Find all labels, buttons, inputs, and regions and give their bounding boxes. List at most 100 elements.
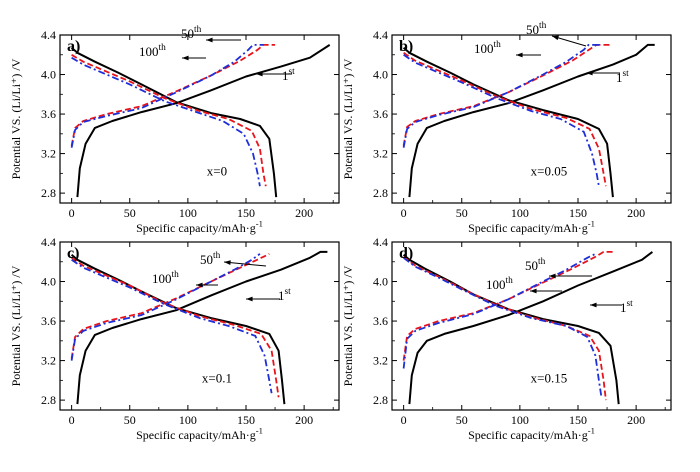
annotation-arrowhead <box>182 55 189 61</box>
x-tick-label: 150 <box>237 206 255 220</box>
panel-label: b) <box>399 38 413 55</box>
x-tick-label: 200 <box>295 413 313 427</box>
annotation-arrowhead <box>196 282 203 288</box>
y-tick-label: 3.6 <box>373 107 388 121</box>
series-100th-charge <box>70 44 264 148</box>
series-100th-discharge <box>403 257 603 397</box>
x-axis-label: Specific capacity/mAh·g-1 <box>136 219 263 235</box>
series-50th-discharge <box>71 54 267 187</box>
series-1st-charge <box>408 251 654 405</box>
x-tick-label: 150 <box>569 413 587 427</box>
y-axis-label: Potential VS. (Li/Li⁺) /V <box>341 265 355 386</box>
x-axis-label: Specific capacity/mAh·g-1 <box>468 426 595 442</box>
y-tick-label: 2.8 <box>41 393 56 407</box>
annotation-arrowhead <box>246 296 253 302</box>
series-1st-discharge <box>402 47 614 198</box>
x-axis-label: Specific capacity/mAh·g-1 <box>136 426 263 442</box>
series-1st-charge <box>76 44 331 198</box>
series-50th-discharge <box>403 52 607 187</box>
y-axis-label: Potential VS. (Li/Li⁺) /V <box>341 58 355 179</box>
panel-a: 0 50 100 150 200 2.8 3.2 3.6 4.0 4.4 Specific capa… <box>9 25 340 235</box>
series-100th-charge <box>402 253 596 369</box>
y-axis-label: Potential VS. (Li/Li⁺) /V <box>9 265 23 386</box>
series-50th-discharge <box>71 257 280 398</box>
annotation-50th: 50th <box>181 25 202 41</box>
x-tick-label: 200 <box>627 413 645 427</box>
composition-label: x=0.1 <box>202 370 232 385</box>
series-50th-discharge <box>403 256 607 401</box>
annotation-arrowhead <box>224 260 231 266</box>
y-tick-label: 3.2 <box>373 147 388 161</box>
plot-frame <box>59 241 340 411</box>
series-50th-charge <box>70 253 270 359</box>
annotation-1st: 1st <box>620 299 633 315</box>
y-tick-label: 4.4 <box>373 28 388 42</box>
y-tick-label: 3.6 <box>41 107 56 121</box>
annotation-100th: 100th <box>152 270 179 286</box>
plot-frame <box>391 34 672 204</box>
y-tick-label: 3.2 <box>373 354 388 368</box>
x-tick-label: 50 <box>456 413 468 427</box>
x-tick-label: 0 <box>401 206 407 220</box>
annotation-arrowhead <box>256 71 263 77</box>
x-tick-label: 100 <box>511 413 529 427</box>
series-50th-charge <box>70 44 276 146</box>
series-1st-discharge <box>70 254 286 405</box>
y-tick-label: 2.8 <box>373 393 388 407</box>
x-tick-label: 100 <box>179 413 197 427</box>
annotation-100th: 100th <box>486 276 513 292</box>
panel-d: 0 50 100 150 200 2.8 3.2 3.6 4.0 4.4 Specific capa… <box>341 235 672 442</box>
annotation-1st: 1st <box>282 67 295 83</box>
panel-label: c) <box>67 245 79 262</box>
annotation-100th: 100th <box>474 40 501 56</box>
series-50th-charge <box>402 251 616 361</box>
x-axis-label: Specific capacity/mAh·g-1 <box>468 219 595 235</box>
annotation-50th: 50th <box>525 257 546 273</box>
y-tick-label: 4.0 <box>373 68 388 82</box>
y-tick-label: 4.0 <box>41 68 56 82</box>
panel-c: 0 50 100 150 200 2.8 3.2 3.6 4.0 4.4 Specific capa… <box>9 235 340 442</box>
panel-label: a) <box>67 38 80 55</box>
series-100th-discharge <box>403 54 600 187</box>
annotation-arrowhead <box>586 70 593 76</box>
annotation-arrowhead <box>590 302 597 308</box>
x-tick-label: 50 <box>124 413 136 427</box>
y-tick-label: 3.2 <box>41 147 56 161</box>
y-tick-label: 3.6 <box>41 314 56 328</box>
annotation-100th: 100th <box>139 43 166 59</box>
y-tick-label: 2.8 <box>41 186 56 200</box>
x-tick-label: 150 <box>237 413 255 427</box>
y-tick-label: 4.0 <box>373 275 388 289</box>
plot-frame <box>391 241 672 411</box>
x-tick-label: 100 <box>511 206 529 220</box>
annotation-arrowhead <box>549 273 556 279</box>
y-tick-label: 4.4 <box>41 28 56 42</box>
panel-b: 0 50 100 150 200 2.8 3.2 3.6 4.0 4.4 Specific capa… <box>341 21 672 235</box>
series-100th-charge <box>70 253 261 361</box>
composition-label: x=0.15 <box>531 370 568 385</box>
x-tick-label: 50 <box>124 206 136 220</box>
y-tick-label: 4.0 <box>41 275 56 289</box>
y-tick-label: 4.4 <box>373 235 388 249</box>
y-tick-label: 3.2 <box>41 354 56 368</box>
series-100th-discharge <box>71 259 273 394</box>
y-tick-label: 4.4 <box>41 235 56 249</box>
annotation-1st: 1st <box>278 287 291 303</box>
composition-label: x=0 <box>207 163 227 178</box>
series-1st-discharge <box>402 254 620 405</box>
x-tick-label: 0 <box>401 413 407 427</box>
x-tick-label: 100 <box>179 206 197 220</box>
x-tick-label: 150 <box>569 206 587 220</box>
x-tick-label: 200 <box>295 206 313 220</box>
series-100th-charge <box>402 44 602 148</box>
annotation-arrowhead <box>516 52 523 58</box>
x-tick-label: 200 <box>627 206 645 220</box>
x-tick-label: 0 <box>69 206 75 220</box>
series-1st-charge <box>76 250 328 405</box>
panel-label: d) <box>399 245 413 262</box>
x-tick-label: 50 <box>456 206 468 220</box>
y-tick-label: 3.6 <box>373 314 388 328</box>
annotation-arrowhead <box>206 37 213 43</box>
x-tick-label: 0 <box>69 413 75 427</box>
